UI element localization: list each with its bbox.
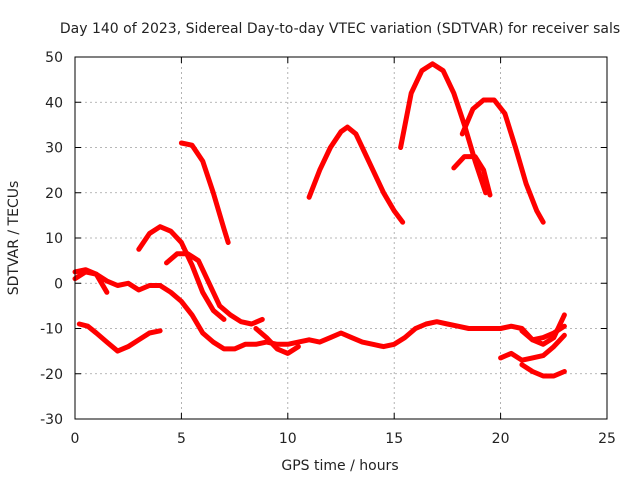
- x-tick-label: 5: [177, 431, 186, 447]
- axis-ticks: 0 5 10 15 20 25 -30 -20 -10 0 10 20 30 40 50: [40, 50, 616, 447]
- y-tick-label: -10: [40, 322, 63, 338]
- series-line-s14: [519, 312, 567, 347]
- y-axis-label: SDTVAR / TECUs: [6, 181, 22, 296]
- series-line-s1: [72, 269, 567, 352]
- series-line-s6: [178, 140, 231, 245]
- y-tick-label: 50: [45, 50, 63, 66]
- x-axis-label: GPS time / hours: [281, 458, 398, 474]
- series-line-s2: [72, 267, 110, 295]
- series-line-s12: [498, 332, 567, 363]
- x-tick-label: 25: [598, 431, 616, 447]
- x-tick-label: 15: [385, 431, 403, 447]
- y-tick-label: 0: [54, 276, 63, 292]
- y-tick-label: 40: [45, 95, 63, 111]
- series-line-s3: [76, 321, 163, 354]
- series-line-s10: [451, 154, 493, 198]
- series-line-s8: [306, 124, 406, 225]
- chart-title: Day 140 of 2023, Sidereal Day-to-day VTE…: [60, 21, 620, 37]
- series-line-s9: [398, 61, 489, 196]
- x-tick-label: 10: [279, 431, 297, 447]
- y-tick-label: -30: [40, 412, 63, 428]
- x-tick-label: 0: [71, 431, 80, 447]
- y-tick-label: 30: [45, 141, 63, 157]
- series-line-s7: [253, 326, 301, 356]
- y-tick-label: -20: [40, 367, 63, 383]
- series-line-s11: [459, 97, 546, 225]
- series-line-s4: [136, 224, 227, 322]
- series-line-s5: [164, 251, 265, 327]
- series-group: [72, 61, 567, 379]
- y-tick-label: 10: [45, 231, 63, 247]
- x-tick-label: 20: [492, 431, 510, 447]
- grid: [75, 57, 607, 419]
- y-tick-label: 20: [45, 186, 63, 202]
- series-line-s13: [519, 362, 567, 379]
